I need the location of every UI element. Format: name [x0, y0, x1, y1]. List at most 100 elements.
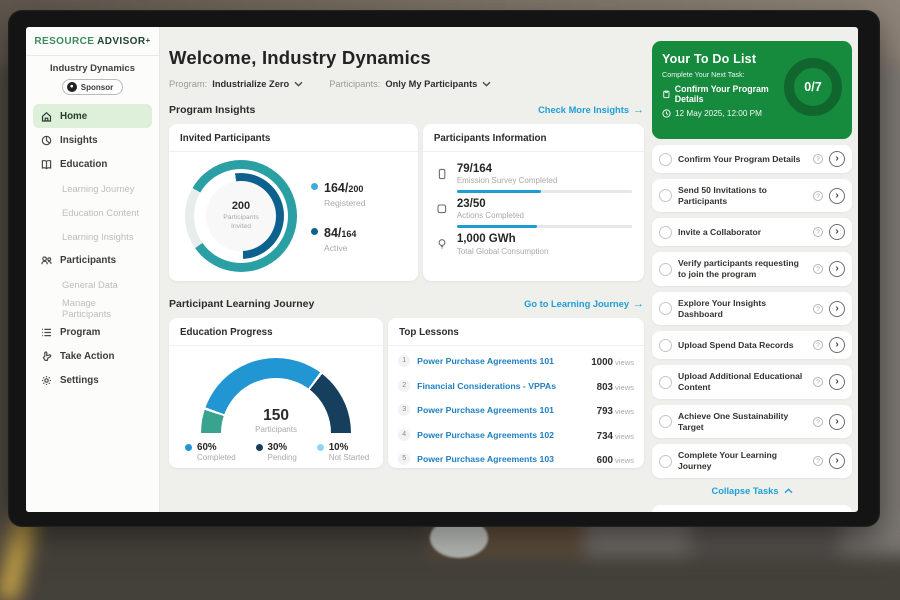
- help-icon[interactable]: ?: [813, 456, 823, 467]
- todo-column: Your To Do List Complete Your Next Task:…: [650, 27, 858, 512]
- task-checkbox[interactable]: [659, 375, 672, 389]
- lesson-link[interactable]: Power Purchase Agreements 103: [417, 454, 554, 465]
- education-progress-card: Education Progress 150 Participants: [169, 318, 384, 468]
- sidebar-item-education-content[interactable]: Education Content: [62, 206, 140, 218]
- main-content: Welcome, Industry Dynamics Program: Indu…: [160, 27, 650, 512]
- chevron-down-icon: [482, 81, 491, 87]
- divider: [26, 55, 159, 56]
- gauge-center-label: Participants: [255, 425, 297, 434]
- task-item[interactable]: Confirm Your Program Details ? ›: [652, 145, 852, 173]
- page-title: Welcome, Industry Dynamics: [169, 47, 431, 68]
- donut-center-label: Participants Invited: [223, 214, 259, 230]
- task-checkbox[interactable]: [659, 415, 672, 429]
- chevron-up-icon: [784, 488, 792, 494]
- sponsor-badge: ● Sponsor: [61, 79, 124, 95]
- program-icon: [42, 328, 51, 336]
- program-filter[interactable]: Program: Industrialize Zero: [169, 79, 303, 89]
- participants-information-card: Participants Information 79/164 Emission…: [422, 124, 644, 281]
- chevron-right-icon[interactable]: ›: [829, 261, 845, 278]
- collapse-tasks-link[interactable]: Collapse Tasks: [652, 486, 852, 496]
- participants-filter[interactable]: Participants: Only My Participants: [329, 79, 491, 89]
- task-item[interactable]: Complete Your Learning Journey ? ›: [652, 444, 852, 478]
- recent-news-card: Recent News: [652, 504, 852, 512]
- help-icon[interactable]: ?: [813, 227, 823, 238]
- help-icon[interactable]: ?: [813, 190, 823, 201]
- help-icon[interactable]: ?: [813, 303, 823, 314]
- clock-icon: [662, 109, 671, 118]
- education-gauge-chart: 150 Participants: [201, 358, 352, 434]
- chevron-right-icon[interactable]: ›: [829, 151, 845, 167]
- task-item[interactable]: Achieve One Sustainability Target ? ›: [652, 404, 852, 439]
- task-item[interactable]: Upload Spend Data Records ? ›: [652, 331, 852, 360]
- sidebar-item-participants[interactable]: Participants: [33, 248, 152, 272]
- task-item[interactable]: Upload Additional Educational Content ? …: [652, 365, 852, 399]
- arrow-right-icon: →: [633, 297, 644, 310]
- help-icon[interactable]: ?: [813, 154, 823, 164]
- gauge-center-value: 150: [263, 407, 290, 424]
- invited-donut-chart: 200 Participants Invited: [185, 160, 297, 272]
- top-lessons-card: Top Lessons 1 Power Purchase Agreements …: [388, 318, 644, 468]
- task-item[interactable]: Verify participants requesting to join t…: [652, 252, 852, 286]
- task-checkbox[interactable]: [659, 338, 672, 352]
- bulb-icon: [438, 239, 446, 249]
- sidebar-item-education[interactable]: Education: [33, 152, 152, 176]
- sidebar-item-program[interactable]: Program: [33, 320, 152, 344]
- sidebar-item-home[interactable]: Home: [33, 104, 152, 128]
- brand-logo: RESOURCE ADVISOR+: [34, 36, 151, 47]
- lesson-row: 3 Power Purchase Agreements 101 793 views: [398, 398, 634, 423]
- todo-summary-panel: Your To Do List Complete Your Next Task:…: [652, 41, 852, 139]
- task-item[interactable]: Explore Your Insights Dashboard ? ›: [652, 291, 852, 326]
- task-item[interactable]: Invite a Collaborator ? ›: [652, 218, 852, 247]
- chevron-right-icon[interactable]: ›: [829, 187, 845, 204]
- task-checkbox[interactable]: [659, 302, 672, 316]
- filters-row: Program: Industrialize Zero Participants…: [169, 79, 644, 89]
- legend-pending: 30% Pending: [255, 442, 297, 462]
- arrow-right-icon: →: [633, 103, 644, 116]
- dashboard-screen: RESOURCE ADVISOR+ Industry Dynamics ● Sp…: [26, 27, 858, 512]
- sponsor-icon: ●: [66, 82, 77, 92]
- sidebar-item-general-data[interactable]: General Data: [62, 278, 118, 290]
- task-item[interactable]: Send 50 Invitations to Participants ? ›: [652, 179, 852, 213]
- emission-progress-bar: [456, 190, 632, 194]
- sidebar-item-manage-participants[interactable]: Manage Participants: [62, 297, 111, 319]
- lesson-link[interactable]: Power Purchase Agreements 101: [417, 356, 554, 367]
- home-icon: [41, 111, 52, 122]
- lesson-link[interactable]: Power Purchase Agreements 101: [417, 405, 554, 416]
- check-more-insights-link[interactable]: Check More Insights →: [538, 103, 644, 116]
- chevron-down-icon: [294, 81, 303, 87]
- task-checkbox[interactable]: [659, 189, 672, 203]
- help-icon[interactable]: ?: [813, 416, 823, 427]
- section-title-program-insights: Program Insights: [169, 104, 256, 116]
- lesson-row: 4 Power Purchase Agreements 102 734 views: [398, 423, 634, 448]
- sidebar: RESOURCE ADVISOR+ Industry Dynamics ● Sp…: [26, 27, 160, 512]
- legend-registered: 164/200 Registered: [311, 179, 366, 208]
- legend-completed: 60% Completed: [185, 442, 236, 462]
- sidebar-item-learning-journey[interactable]: Learning Journey: [62, 182, 135, 194]
- lesson-link[interactable]: Power Purchase Agreements 102: [417, 429, 554, 440]
- task-checkbox[interactable]: [659, 152, 672, 166]
- sidebar-item-settings[interactable]: Settings: [33, 368, 152, 392]
- chevron-right-icon[interactable]: ›: [829, 300, 845, 317]
- help-icon[interactable]: ?: [813, 377, 823, 388]
- task-checkbox[interactable]: [659, 262, 672, 276]
- stat-emission-survey: 79/164 Emission Survey Completed: [435, 163, 632, 185]
- task-checkbox[interactable]: [659, 225, 672, 239]
- sidebar-item-take-action[interactable]: Take Action: [33, 344, 152, 368]
- chevron-right-icon[interactable]: ›: [829, 453, 845, 470]
- chevron-right-icon[interactable]: ›: [829, 374, 845, 391]
- chevron-right-icon[interactable]: ›: [829, 413, 845, 430]
- sidebar-item-learning-insights[interactable]: Learning Insights: [62, 230, 134, 242]
- chevron-right-icon[interactable]: ›: [829, 337, 845, 354]
- org-name: Industry Dynamics: [50, 63, 135, 74]
- chevron-right-icon[interactable]: ›: [829, 224, 845, 241]
- sidebar-nav: Home Insights Education Learning Journey: [26, 104, 159, 392]
- lesson-link[interactable]: Financial Considerations - VPPAs: [417, 380, 557, 391]
- help-icon[interactable]: ?: [813, 340, 823, 351]
- task-checkbox[interactable]: [659, 454, 672, 468]
- education-icon: [41, 159, 52, 169]
- go-to-learning-journey-link[interactable]: Go to Learning Journey →: [524, 297, 644, 310]
- stat-actions: 23/50 Actions Completed: [435, 198, 632, 220]
- insights-icon: [41, 135, 52, 145]
- sidebar-item-insights[interactable]: Insights: [33, 128, 152, 152]
- help-icon[interactable]: ?: [813, 264, 823, 275]
